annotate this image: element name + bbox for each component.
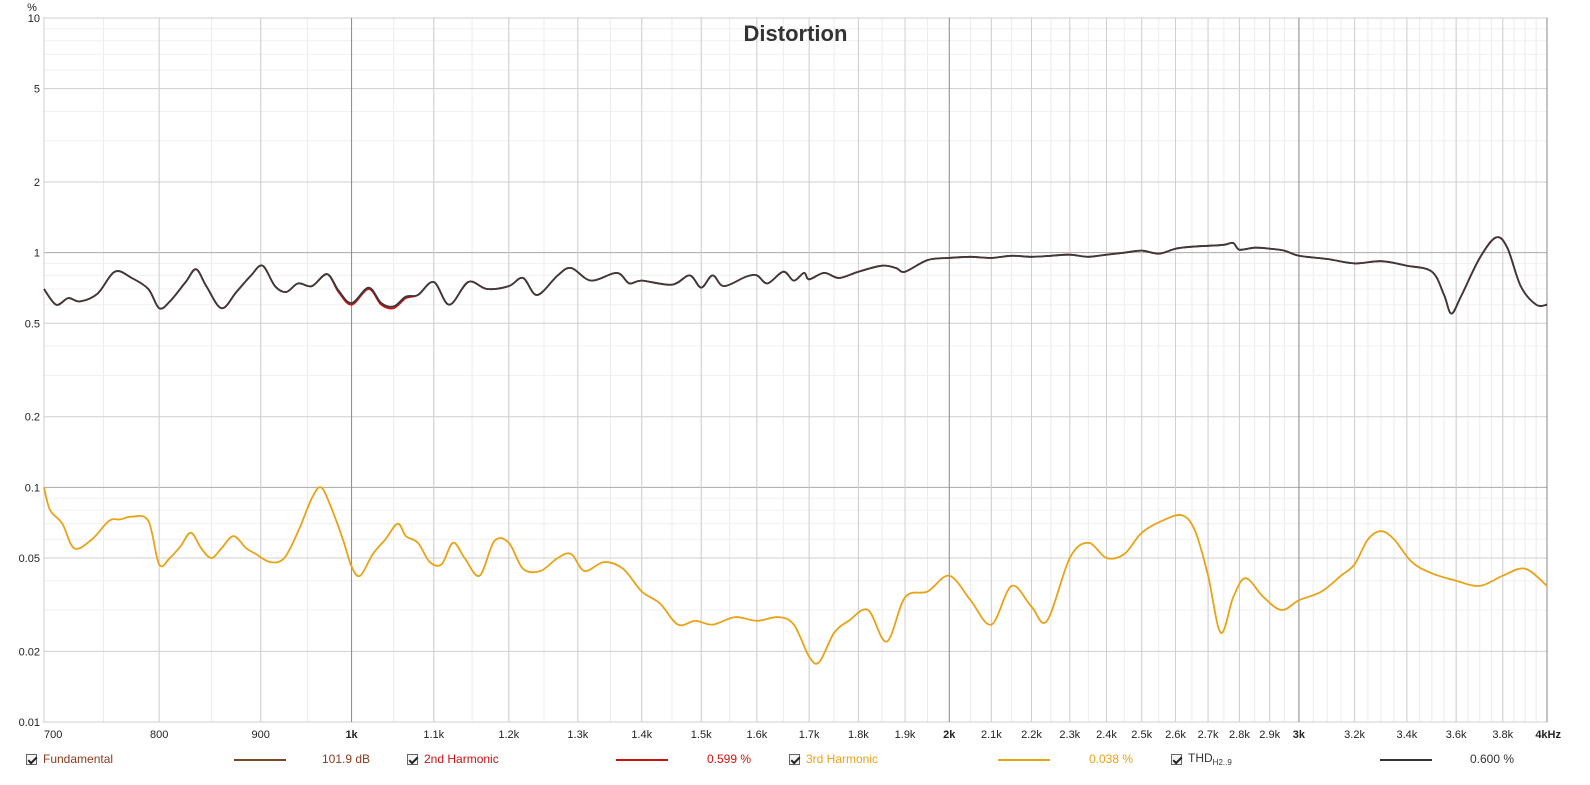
x-tick-label: 3.2k [1344, 729, 1365, 741]
x-tick-label: 2.5k [1131, 729, 1152, 741]
legend-swatch-2nd-harmonic [616, 759, 668, 761]
series-group [43, 236, 1548, 665]
y-tick-label: 2 [34, 177, 40, 189]
x-tick-label: 1.4k [631, 729, 652, 741]
y-axis: 10 5 2 1 0.5 0.2 0.1 0.05 0.02 0.01 [19, 13, 40, 729]
x-tick-label: 700 [44, 729, 62, 741]
legend: Fundamental 101.9 dB 2nd Harmonic 0.599 … [0, 750, 1590, 772]
x-tick-label: 3.8k [1492, 729, 1513, 741]
x-tick-label: 1.3k [567, 729, 588, 741]
x-tick-label: 1.7k [799, 729, 820, 741]
x-tick-label: 1.5k [691, 729, 712, 741]
legend-label-fundamental: Fundamental [43, 752, 114, 766]
x-tick-label: 2.2k [1021, 729, 1042, 741]
y-tick-label: 0.05 [19, 553, 40, 565]
x-tick-label: 2.6k [1165, 729, 1186, 741]
legend-item-thd[interactable]: THDH2..9 [1171, 750, 1232, 768]
checkbox-3rd-harmonic[interactable] [789, 753, 800, 765]
legend-value-fundamental: 101.9 dB [322, 752, 371, 766]
x-tick-label: 2.7k [1198, 729, 1219, 741]
x-tick-label: 1.1k [423, 729, 444, 741]
legend-label-3rd-harmonic: 3rd Harmonic [806, 752, 879, 766]
y-tick-label: 5 [34, 84, 40, 96]
x-tick-label: 2k [943, 729, 956, 741]
x-tick-label: 2.9k [1259, 729, 1280, 741]
checkbox-fundamental[interactable] [26, 753, 37, 765]
series-line-3rd-harmonic [43, 486, 1548, 665]
legend-value-2nd-harmonic: 0.599 % [707, 752, 752, 766]
x-tick-label: 2.4k [1096, 729, 1117, 741]
legend-swatch-thd [1380, 759, 1432, 761]
x-tick-label: 4kHz [1535, 729, 1561, 741]
series-line-thd [43, 236, 1548, 315]
y-axis-unit: % [27, 2, 37, 14]
x-tick-label: 3.4k [1396, 729, 1417, 741]
x-tick-label: 2.3k [1059, 729, 1080, 741]
plot-area [43, 17, 1548, 723]
grid [43, 17, 1548, 723]
legend-item-3rd-harmonic[interactable]: 3rd Harmonic [789, 750, 878, 768]
chart-title: Distortion [744, 21, 848, 46]
x-tick-label: 1k [345, 729, 358, 741]
legend-swatch-fundamental [234, 759, 286, 761]
y-tick-label: 0.01 [19, 717, 40, 729]
legend-label-thd: THDH2..9 [1188, 751, 1232, 767]
x-tick-label: 800 [150, 729, 168, 741]
y-tick-label: 0.1 [25, 482, 40, 494]
x-tick-label: 3k [1293, 729, 1306, 741]
x-tick-label: 1.8k [848, 729, 869, 741]
legend-value-3rd-harmonic: 0.038 % [1089, 752, 1134, 766]
legend-item-2nd-harmonic[interactable]: 2nd Harmonic [407, 750, 499, 768]
checkbox-thd[interactable] [1171, 753, 1182, 765]
x-tick-label: 2.8k [1229, 729, 1250, 741]
x-tick-label: 1.9k [895, 729, 916, 741]
legend-label-2nd-harmonic: 2nd Harmonic [424, 752, 499, 766]
x-tick-label: 1.2k [498, 729, 519, 741]
x-tick-label: 1.6k [746, 729, 767, 741]
x-tick-label: 2.1k [981, 729, 1002, 741]
legend-item-fundamental[interactable]: Fundamental [26, 750, 113, 768]
checkbox-2nd-harmonic[interactable] [407, 753, 418, 765]
y-tick-label: 0.5 [25, 318, 40, 330]
legend-value-thd: 0.600 % [1470, 752, 1515, 766]
y-tick-label: 1 [34, 248, 40, 260]
legend-swatch-3rd-harmonic [998, 759, 1050, 761]
x-tick-label: 900 [252, 729, 270, 741]
x-tick-label: 3.6k [1446, 729, 1467, 741]
x-axis: 700 800 900 1k 1.1k 1.2k 1.3k 1.4k 1.5k 1.6k 1.7k 1… [44, 729, 1561, 741]
legend-label-thd-subscript: H2..9 [1212, 758, 1232, 767]
y-tick-label: 0.2 [25, 412, 40, 424]
y-tick-label: 10 [28, 13, 40, 25]
y-tick-label: 0.02 [19, 646, 40, 658]
legend-label-thd-main: THD [1188, 751, 1213, 765]
